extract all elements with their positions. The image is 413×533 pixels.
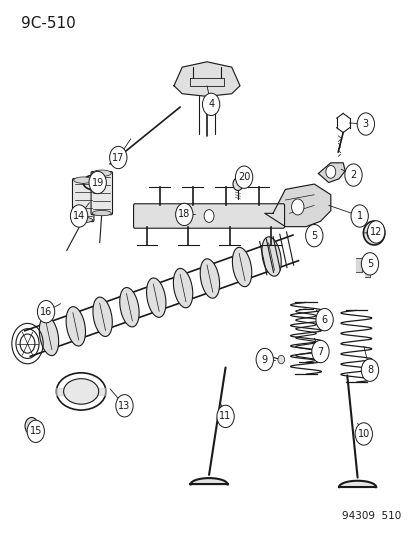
Circle shape [367,221,384,243]
Text: 14: 14 [73,211,85,221]
Polygon shape [146,278,166,317]
Polygon shape [232,247,251,287]
FancyBboxPatch shape [91,172,112,215]
Text: 3: 3 [362,119,368,129]
Circle shape [25,417,38,434]
Circle shape [356,113,374,135]
FancyBboxPatch shape [133,204,284,228]
Circle shape [37,301,55,323]
Circle shape [256,349,273,370]
Polygon shape [200,259,219,298]
Ellipse shape [92,170,111,176]
Ellipse shape [74,217,93,223]
Text: 13: 13 [118,401,130,411]
Polygon shape [261,237,280,276]
Polygon shape [264,184,330,227]
Polygon shape [93,297,112,336]
Circle shape [361,253,378,275]
Ellipse shape [366,225,380,241]
Text: 9C-510: 9C-510 [21,15,76,30]
Text: 9: 9 [261,354,267,365]
Ellipse shape [92,211,111,216]
Text: 94309  510: 94309 510 [341,511,400,521]
Circle shape [116,394,133,417]
Circle shape [109,147,127,168]
Text: 6: 6 [321,314,327,325]
Circle shape [202,93,219,116]
Ellipse shape [74,177,93,183]
Polygon shape [318,163,344,182]
Circle shape [311,341,328,363]
Circle shape [361,359,378,381]
Text: 8: 8 [366,365,372,375]
Polygon shape [119,287,139,327]
Circle shape [175,203,192,225]
Text: 12: 12 [369,227,382,237]
Circle shape [233,177,242,190]
Circle shape [204,209,214,222]
Text: 7: 7 [317,346,323,357]
Polygon shape [39,316,59,356]
Circle shape [350,205,368,227]
Polygon shape [312,230,316,245]
Polygon shape [318,230,322,245]
Text: 15: 15 [29,426,42,437]
Circle shape [354,423,372,445]
Circle shape [27,420,44,442]
Circle shape [291,199,303,215]
Text: 16: 16 [40,306,52,317]
Circle shape [344,164,361,186]
FancyBboxPatch shape [72,179,94,222]
Text: 10: 10 [357,429,369,439]
Text: 5: 5 [311,231,317,241]
Text: 17: 17 [112,152,124,163]
Polygon shape [173,269,192,308]
Circle shape [325,165,335,178]
Circle shape [89,171,106,193]
Circle shape [70,205,88,227]
Text: 19: 19 [91,177,104,188]
Circle shape [277,356,284,364]
Ellipse shape [56,373,106,410]
Polygon shape [173,62,240,96]
Text: 20: 20 [237,172,250,182]
Text: 2: 2 [349,170,356,180]
Text: 1: 1 [356,211,362,221]
Circle shape [216,405,234,427]
Text: 11: 11 [219,411,231,422]
Polygon shape [66,306,85,346]
Text: 18: 18 [178,209,190,220]
Polygon shape [364,263,369,277]
Circle shape [305,224,322,247]
Ellipse shape [363,221,384,245]
Circle shape [315,309,332,331]
Text: 5: 5 [366,259,372,269]
Ellipse shape [64,378,98,404]
Text: 4: 4 [208,99,214,109]
Polygon shape [356,258,361,272]
Circle shape [235,166,252,188]
